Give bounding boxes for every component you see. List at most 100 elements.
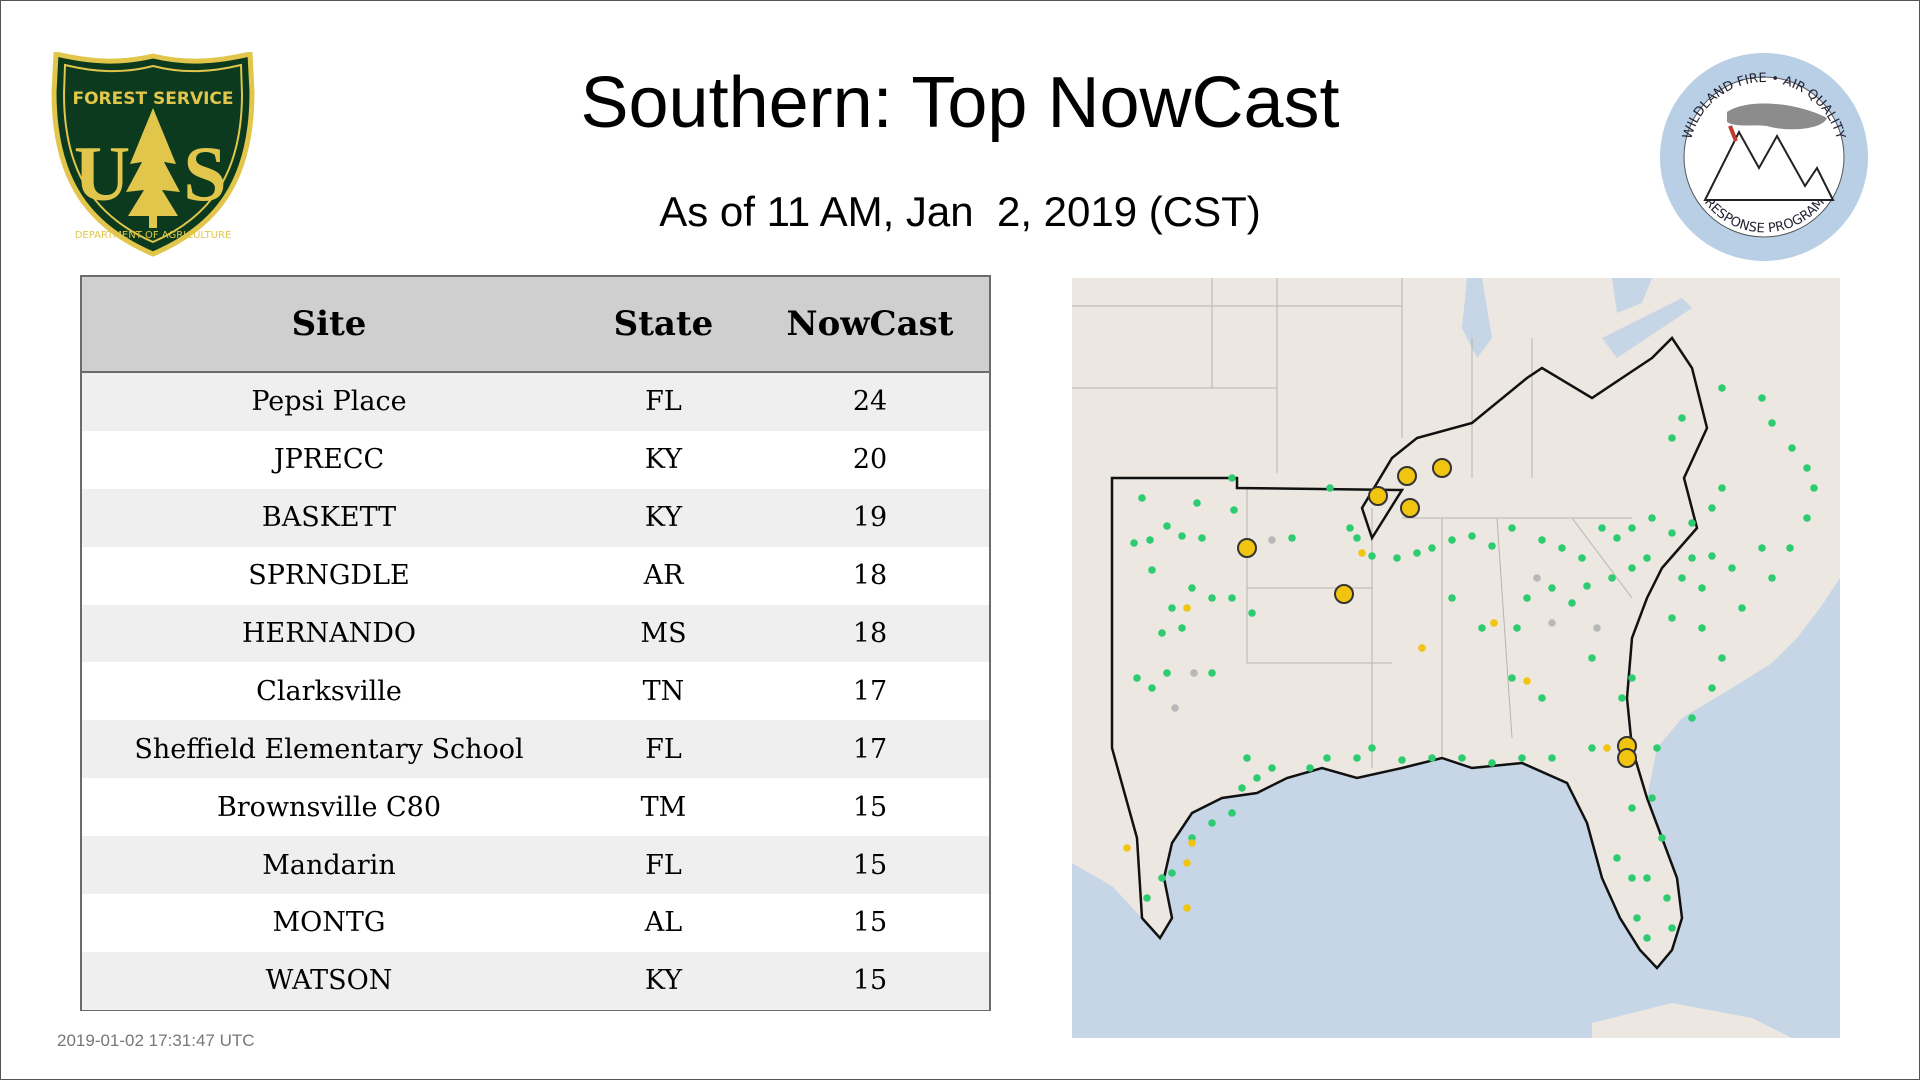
monitor-marker-good [1648,794,1656,802]
monitor-marker-good [1368,552,1376,560]
monitor-marker-good [1788,444,1796,452]
monitor-marker-good [1508,674,1516,682]
monitor-marker-good [1513,624,1521,632]
monitor-marker-good [1188,584,1196,592]
cell-nowcast: 15 [751,894,989,952]
monitor-marker-good [1663,894,1671,902]
monitor-marker-good [1488,542,1496,550]
table-row: Brownsville C80 TM 15 [82,778,989,837]
monitor-marker-good [1803,464,1811,472]
monitor-marker-good [1618,694,1626,702]
cell-nowcast: 15 [751,836,989,895]
monitor-marker-good [1608,574,1616,582]
map-cuba [1592,1003,1792,1038]
monitor-marker-good [1633,914,1641,922]
monitor-marker-good [1698,624,1706,632]
monitor-marker-good [1163,522,1171,530]
monitor-marker-good [1628,874,1636,882]
monitor-marker-good [1248,609,1256,617]
svg-text:DEPARTMENT OF AGRICULTURE: DEPARTMENT OF AGRICULTURE [75,230,232,241]
monitor-marker-good [1448,594,1456,602]
monitor-marker-good [1583,582,1591,590]
monitor-marker-good [1428,544,1436,552]
monitor-marker-good [1588,654,1596,662]
monitor-marker-good [1508,524,1516,532]
table-row: HERNANDO MS 18 [82,604,989,663]
monitor-marker-good [1428,754,1436,762]
map-lake-erie [1602,298,1692,358]
monitor-marker-good [1130,539,1138,547]
monitor-marker-good [1208,819,1216,827]
table-row: Sheffield Elementary School FL 17 [82,720,989,779]
top-site-marker [1397,466,1417,486]
monitor-marker-good [1718,654,1726,662]
monitor-marker-good [1628,674,1636,682]
monitor-marker-good [1468,532,1476,540]
monitor-marker-good [1568,599,1576,607]
southern-region-outline [1110,336,1709,970]
monitor-marker-good [1208,594,1216,602]
monitor-marker-good [1558,544,1566,552]
monitor-marker-good [1346,524,1354,532]
monitor-marker-good [1288,534,1296,542]
monitor-marker-good [1458,754,1466,762]
svg-text:FOREST SERVICE: FOREST SERVICE [72,89,233,109]
cell-nowcast: 17 [751,720,989,779]
monitor-marker-moderate [1418,644,1426,652]
cell-nowcast: 15 [751,778,989,837]
monitor-marker-moderate [1183,904,1191,912]
monitor-marker-good [1786,544,1794,552]
monitor-marker-good [1148,684,1156,692]
cell-state: TN [576,662,751,721]
column-header-nowcast: NowCast [751,277,989,373]
usfs-shield-logo: FOREST SERVICE U S DEPARTMENT OF AGRICUL… [50,50,256,258]
monitor-marker-good [1810,484,1818,492]
monitor-marker-good [1413,549,1421,557]
monitor-marker-good [1758,394,1766,402]
monitor-marker-moderate [1358,549,1366,557]
page-title: Southern: Top NowCast [580,63,1340,143]
cell-state: TM [576,778,751,837]
monitor-marker-good [1613,854,1621,862]
monitor-marker-good [1368,744,1376,752]
cell-state: KY [576,430,751,489]
table-row: JPRECC KY 20 [82,430,989,489]
cell-site: Clarksville [82,662,576,721]
cell-site: Pepsi Place [82,372,576,431]
map-lake-michigan [1462,278,1492,358]
cell-site: Sheffield Elementary School [82,720,576,779]
monitor-marker-good [1658,834,1666,842]
monitor-marker-good [1163,669,1171,677]
top-site-marker [1237,538,1257,558]
table-row: Clarksville TN 17 [82,662,989,721]
monitor-marker-good [1688,714,1696,722]
state-boundaries [1072,278,1633,768]
monitor-marker-good [1613,534,1621,542]
monitor-marker-good [1178,532,1186,540]
cell-nowcast: 19 [751,488,989,547]
monitor-marker-good [1138,494,1146,502]
monitor-marker-good [1448,536,1456,544]
monitor-marker-good [1688,519,1696,527]
table-row: SPRNGDLE AR 18 [82,546,989,605]
monitor-marker-good [1228,809,1236,817]
monitor-marker-good [1708,504,1716,512]
monitor-marker-good [1168,604,1176,612]
cell-state: KY [576,488,751,547]
cell-nowcast: 18 [751,546,989,605]
monitor-marker-good [1708,684,1716,692]
monitor-marker-good [1238,784,1246,792]
monitor-marker-good [1653,744,1661,752]
monitor-marker-good [1228,474,1236,482]
table-row: MONTG AL 15 [82,894,989,952]
monitor-marker-good [1518,754,1526,762]
monitor-marker-good [1230,506,1238,514]
top-site-marker [1432,458,1452,478]
monitor-marker-good [1178,624,1186,632]
monitor-marker-no-data [1548,619,1556,627]
monitor-marker-good [1133,674,1141,682]
cell-state: AR [576,546,751,605]
monitor-marker-good [1228,594,1236,602]
cell-nowcast: 18 [751,604,989,663]
monitor-marker-good [1488,759,1496,767]
